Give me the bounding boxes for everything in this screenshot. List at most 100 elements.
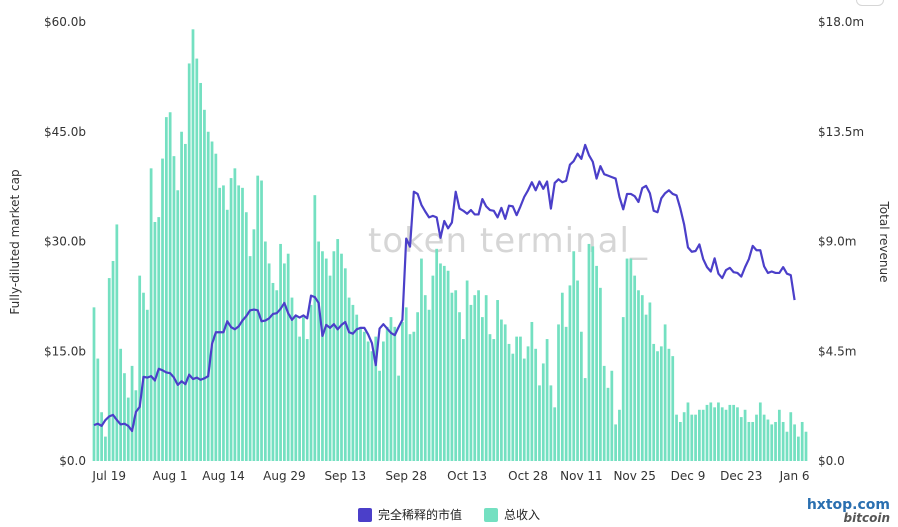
revenue-bar	[138, 275, 142, 461]
revenue-bar	[538, 385, 541, 461]
revenue-bar	[206, 131, 210, 461]
revenue-bar	[656, 351, 659, 461]
revenue-bar	[168, 112, 172, 462]
revenue-bar	[484, 295, 488, 461]
revenue-bar	[667, 348, 671, 461]
revenue-bar	[480, 317, 484, 461]
revenue-bar	[682, 412, 686, 461]
revenue-bar	[134, 390, 138, 461]
revenue-bar	[161, 158, 164, 461]
legend-item-revenue[interactable]: 总收入	[484, 506, 540, 523]
revenue-bar	[442, 265, 446, 461]
revenue-bar	[302, 317, 305, 461]
revenue-bar	[126, 397, 130, 461]
revenue-bar	[534, 348, 538, 461]
revenue-bar	[633, 275, 637, 461]
revenue-bar	[92, 307, 96, 461]
revenue-bar	[317, 241, 321, 461]
revenue-bar	[294, 317, 298, 461]
revenue-bar	[663, 324, 667, 461]
revenue-bar	[675, 414, 678, 461]
menu-button[interactable]	[856, 0, 884, 6]
revenue-bar	[511, 353, 515, 461]
revenue-bar	[385, 326, 389, 461]
revenue-bar	[610, 370, 614, 461]
revenue-bar	[222, 185, 225, 461]
revenue-bar	[435, 248, 439, 461]
revenue-bar	[145, 309, 149, 461]
legend-swatch-market-cap	[357, 507, 372, 522]
source-watermark: hxtop.com bitcoin	[807, 498, 890, 525]
revenue-bar	[199, 82, 202, 461]
right-axis-tick-label: $9.0m	[818, 235, 856, 249]
revenue-bar	[770, 424, 774, 461]
revenue-bar	[755, 414, 758, 461]
revenue-bar	[686, 402, 690, 461]
right-axis-tick-label: $18.0m	[818, 15, 864, 29]
revenue-bar	[393, 326, 397, 461]
revenue-bar	[351, 304, 355, 461]
revenue-bar	[720, 407, 724, 461]
revenue-bar	[690, 414, 694, 461]
revenue-bar	[625, 258, 629, 461]
revenue-bar	[797, 436, 800, 461]
revenue-bar	[637, 290, 640, 461]
left-axis-tick-label: $60.0b	[44, 15, 86, 29]
revenue-bar	[267, 263, 271, 461]
revenue-bar	[587, 243, 591, 461]
revenue-bar	[298, 336, 301, 461]
revenue-bar	[362, 331, 366, 461]
revenue-bar	[458, 312, 461, 461]
right-axis-tick-label: $4.5m	[818, 344, 856, 358]
revenue-bar	[599, 287, 602, 461]
revenue-bar	[153, 221, 157, 461]
revenue-bar	[694, 414, 697, 461]
revenue-bar	[774, 421, 777, 461]
revenue-bar	[454, 290, 458, 461]
revenue-bar	[557, 324, 560, 461]
revenue-bar	[218, 187, 222, 461]
revenue-bar	[214, 153, 218, 461]
revenue-bar	[671, 356, 675, 461]
revenue-bar	[382, 341, 385, 461]
revenue-bar	[397, 375, 400, 461]
revenue-bar	[416, 312, 420, 461]
revenue-bar	[172, 156, 176, 461]
right-axis-ticks: $0.0 $4.5m $9.0m $13.5m $18.0m	[818, 15, 864, 468]
revenue-bar	[461, 339, 465, 461]
x-axis-tick-label: Nov 25	[613, 469, 656, 483]
revenue-bar	[644, 314, 648, 461]
legend-item-market-cap[interactable]: 完全稀释的市值	[357, 506, 462, 523]
revenue-bar	[130, 365, 134, 461]
left-axis-ticks: $0.0 $15.0b $30.0b $45.0b $60.0b	[44, 15, 86, 468]
revenue-bar	[286, 253, 290, 461]
revenue-bar	[408, 334, 412, 461]
revenue-bar	[423, 295, 427, 461]
revenue-bar	[758, 402, 762, 461]
revenue-bar	[359, 326, 362, 461]
revenue-bar	[332, 251, 336, 461]
right-axis-tick-label: $0.0	[818, 454, 845, 468]
revenue-bar	[237, 185, 241, 461]
revenue-bar	[366, 341, 370, 461]
revenue-bar	[705, 404, 709, 461]
legend-swatch-revenue	[484, 507, 498, 522]
source-sub: bitcoin	[843, 511, 890, 526]
revenue-bar	[446, 270, 450, 461]
revenue-bar	[503, 324, 507, 461]
revenue-bar	[747, 421, 751, 461]
x-axis-ticks: Jul 19 Aug 1 Aug 14 Aug 29 Sep 13 Sep 28 Oct 1…	[91, 469, 809, 483]
x-axis-tick-label: Aug 14	[202, 469, 245, 483]
revenue-bar	[500, 319, 503, 461]
revenue-bar	[465, 280, 469, 461]
x-axis-tick-label: Sep 13	[324, 469, 366, 483]
revenue-bar	[279, 243, 282, 461]
revenue-bar	[473, 295, 477, 461]
x-axis-tick-label: Oct 28	[508, 469, 548, 483]
revenue-bar	[549, 385, 553, 461]
revenue-bar	[275, 290, 279, 461]
revenue-bar	[800, 421, 804, 461]
revenue-bar	[191, 29, 195, 461]
revenue-bar	[248, 256, 252, 461]
revenue-bar	[263, 241, 267, 461]
